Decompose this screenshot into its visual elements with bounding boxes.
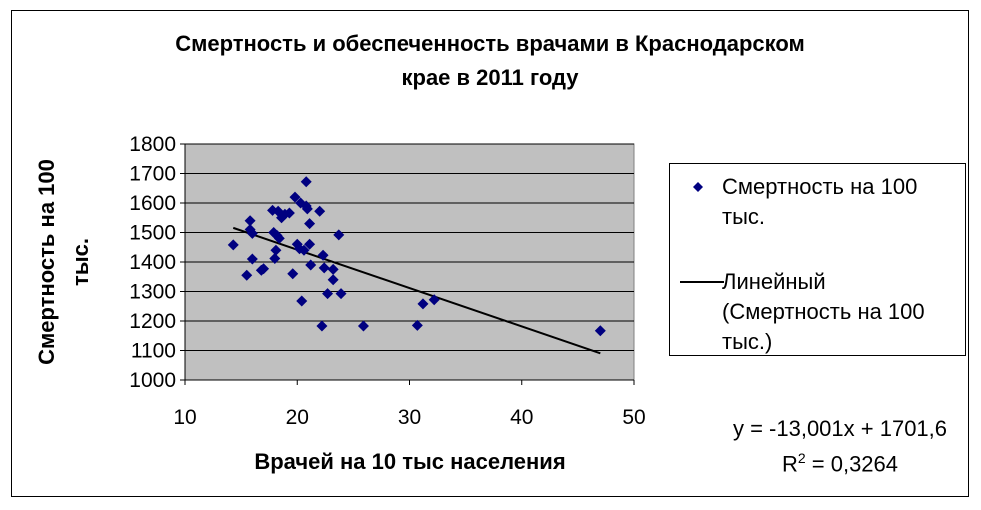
r2-label: R — [781, 451, 798, 477]
legend-marker-diamond — [693, 182, 703, 192]
y-tick-label-1000: 1000 — [129, 369, 176, 392]
data-point — [270, 244, 282, 256]
data-point — [300, 176, 312, 188]
x-tick-label-50: 50 — [622, 406, 645, 429]
legend-marker-line — [680, 281, 724, 283]
data-point — [316, 320, 328, 332]
data-point — [287, 268, 299, 280]
data-point — [298, 244, 310, 256]
data-point — [244, 215, 256, 227]
data-point — [411, 319, 423, 331]
y-axis-title-line2: тыс. — [68, 238, 93, 286]
data-point — [246, 227, 258, 239]
data-point — [357, 320, 369, 332]
data-point — [227, 239, 239, 251]
y-tick-label-1200: 1200 — [129, 310, 176, 333]
data-point — [327, 274, 339, 286]
data-point — [241, 269, 253, 281]
legend: Смертность на 100 тыс. Линейный (Смертно… — [669, 163, 966, 356]
data-point — [314, 205, 326, 217]
x-tick-label-10: 10 — [173, 406, 196, 429]
data-point — [289, 191, 301, 203]
data-point — [417, 298, 429, 310]
data-point — [594, 325, 606, 337]
chart-frame — [11, 10, 969, 497]
y-tick-label-1600: 1600 — [129, 192, 176, 215]
data-point — [327, 263, 339, 275]
legend-entry-series-line1: Смертность на 100 — [722, 174, 918, 199]
legend-entry-trend-line3: тыс.) — [722, 329, 773, 354]
data-point — [246, 253, 258, 265]
y-tick-label-1300: 1300 — [129, 281, 176, 304]
y-tick-label-1800: 1800 — [129, 133, 176, 156]
data-point — [428, 294, 440, 306]
data-point — [318, 262, 330, 274]
data-point — [304, 238, 316, 250]
legend-entry-trend-line2: (Смертность на 100 — [722, 299, 925, 324]
y-axis-title-line1: Смертность на 100 — [34, 159, 59, 365]
scatter-points — [227, 176, 606, 337]
data-point — [301, 203, 313, 215]
data-point — [283, 207, 295, 219]
data-point — [258, 263, 270, 275]
data-point — [305, 259, 317, 271]
data-point — [317, 249, 329, 261]
trend-equation: y = -13,001x + 1701,6 — [732, 416, 948, 441]
y-tick-labels: 1000 1100 1200 1300 1400 1500 1600 1700 1800 — [129, 133, 176, 392]
x-tick-labels: 10 20 30 40 50 — [173, 406, 645, 429]
legend-entry-trend-line1: Линейный — [722, 269, 826, 294]
data-point — [269, 252, 281, 264]
y-tick-label-1100: 1100 — [131, 340, 176, 363]
data-point — [273, 232, 285, 244]
x-tick-label-20: 20 — [286, 406, 309, 429]
x-tick-label-40: 40 — [510, 406, 533, 429]
y-tick-label-1400: 1400 — [129, 251, 176, 274]
x-tick-label-30: 30 — [398, 406, 421, 429]
y-tick-label-1500: 1500 — [129, 222, 176, 245]
r2-superscript: 2 — [797, 450, 806, 466]
axes — [184, 144, 634, 381]
x-axis-title: Врачей на 10 тыс населения — [254, 449, 565, 474]
data-point — [304, 218, 316, 230]
data-point — [296, 295, 308, 307]
r2-value: = 0,3264 — [805, 451, 899, 477]
data-point — [333, 229, 345, 241]
data-point — [335, 288, 347, 300]
legend-entry-series-line2: тыс. — [722, 204, 766, 229]
y-tick-label-1700: 1700 — [129, 163, 176, 186]
chart-title-line1: Смертность и обеспеченность врачами в Кр… — [175, 31, 805, 56]
chart-title-line2: крае в 2011 году — [401, 65, 579, 90]
data-point — [322, 288, 334, 300]
r-squared: R2 = 0,3264 — [740, 450, 940, 477]
gridlines — [180, 143, 635, 385]
